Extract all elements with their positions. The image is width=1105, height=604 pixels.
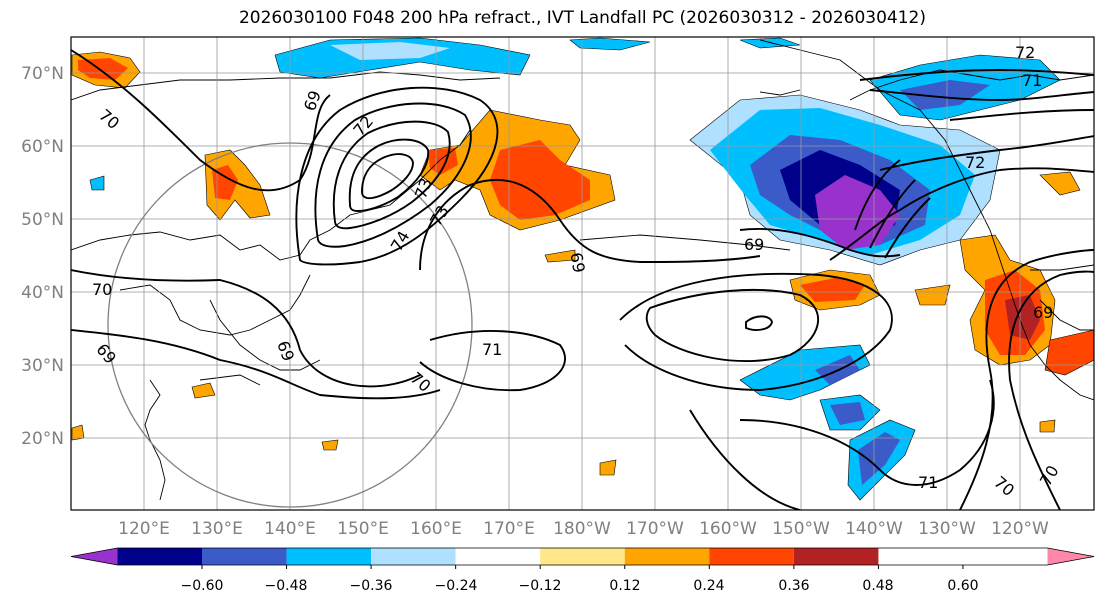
- anomaly-patch: [900, 80, 990, 110]
- anomaly-patch: [739, 37, 801, 49]
- lon-label: 130°W: [918, 519, 976, 539]
- colorbar-bin: [371, 548, 456, 565]
- latitude-labels: 70°N 60°N 50°N 40°N 30°N 20°N: [21, 64, 64, 449]
- colorbar-bin: [455, 548, 541, 565]
- anomaly-patch: [544, 249, 576, 263]
- lon-label: 160°E: [410, 519, 462, 539]
- lon-label: 170°W: [626, 519, 684, 539]
- anomaly-patch: [191, 382, 216, 399]
- colorbar-outline: [70, 547, 1095, 566]
- lat-label: 60°N: [21, 137, 64, 157]
- colorbar-extend-left: [71, 548, 118, 565]
- anomaly-patch: [830, 402, 865, 425]
- colorbar-tick-labels: −0.60 −0.48 −0.36 −0.24 −0.12 0.12 0.24 …: [181, 578, 979, 594]
- lat-label: 40°N: [21, 283, 64, 303]
- anomaly-patch: [330, 42, 450, 60]
- anomaly-patch: [1039, 171, 1081, 196]
- colorbar-bin: [793, 548, 879, 565]
- lon-label: 180°W: [553, 519, 611, 539]
- colorbar-tick-label: 0.48: [862, 578, 893, 594]
- colorbar-tick-label: 0.60: [947, 578, 978, 594]
- colorbar-tick-label: −0.60: [181, 578, 224, 594]
- contour-label: 71: [1022, 71, 1042, 90]
- colorbar: [70, 547, 1095, 569]
- lat-label: 20°N: [21, 429, 64, 449]
- lat-label: 50°N: [21, 210, 64, 230]
- contour-label: 71: [482, 340, 502, 359]
- lon-label: 150°W: [772, 519, 830, 539]
- lat-label: 30°N: [21, 356, 64, 376]
- anomaly-patch: [321, 439, 339, 451]
- colorbar-tick-label: −0.36: [350, 578, 393, 594]
- colorbar-extend-right: [1047, 548, 1094, 565]
- lat-label: 70°N: [21, 64, 64, 84]
- figure-title: 2026030100 F048 200 hPa refract., IVT La…: [238, 8, 926, 28]
- lon-label: 140°E: [264, 519, 316, 539]
- colorbar-tick-label: 0.36: [778, 578, 809, 594]
- contour-label: 69: [566, 251, 588, 274]
- colorbar-tick-label: 0.24: [693, 578, 724, 594]
- lon-label: 130°E: [191, 519, 243, 539]
- longitude-labels: 120°E 130°E 140°E 150°E 160°E 170°E 180°…: [118, 519, 1049, 539]
- colorbar-bin: [117, 548, 202, 565]
- lon-label: 120°E: [118, 519, 170, 539]
- lon-label: 140°W: [845, 519, 903, 539]
- contour-label: 70: [92, 280, 112, 299]
- anomaly-patch: [599, 459, 617, 476]
- contour-label: 71: [918, 473, 938, 492]
- anomaly-patch: [569, 37, 651, 51]
- reference-circle: [107, 142, 473, 508]
- anomaly-patch: [1039, 419, 1056, 433]
- anomaly-patch: [858, 432, 900, 485]
- colorbar-tick-label: −0.24: [435, 578, 478, 594]
- colorbar-bin: [624, 548, 710, 565]
- contour-label: 72: [1015, 43, 1035, 62]
- anomaly-patch: [490, 140, 590, 220]
- lon-label: 150°E: [337, 519, 389, 539]
- contour-label: 72: [965, 153, 985, 172]
- anomaly-patch: [800, 278, 865, 302]
- anomaly-patch: [428, 148, 458, 175]
- colorbar-bin: [286, 548, 372, 565]
- colorbar-bin: [540, 548, 625, 565]
- lon-label: 160°W: [699, 519, 757, 539]
- map-border: [70, 36, 1095, 511]
- contour-label: 69: [744, 235, 764, 254]
- lon-label: 120°W: [991, 519, 1049, 539]
- lon-label: 170°E: [483, 519, 535, 539]
- anomaly-patch: [89, 175, 105, 191]
- contour-label: 69: [1033, 303, 1053, 322]
- colorbar-bin: [709, 548, 794, 565]
- colorbar-tick-label: 0.12: [609, 578, 640, 594]
- anomaly-patch: [914, 284, 951, 306]
- colorbar-tick-label: −0.12: [519, 578, 562, 594]
- refractivity-contours: [71, 49, 1094, 510]
- colorbar-bin: [202, 548, 287, 565]
- colorbar-tick-label: −0.48: [265, 578, 308, 594]
